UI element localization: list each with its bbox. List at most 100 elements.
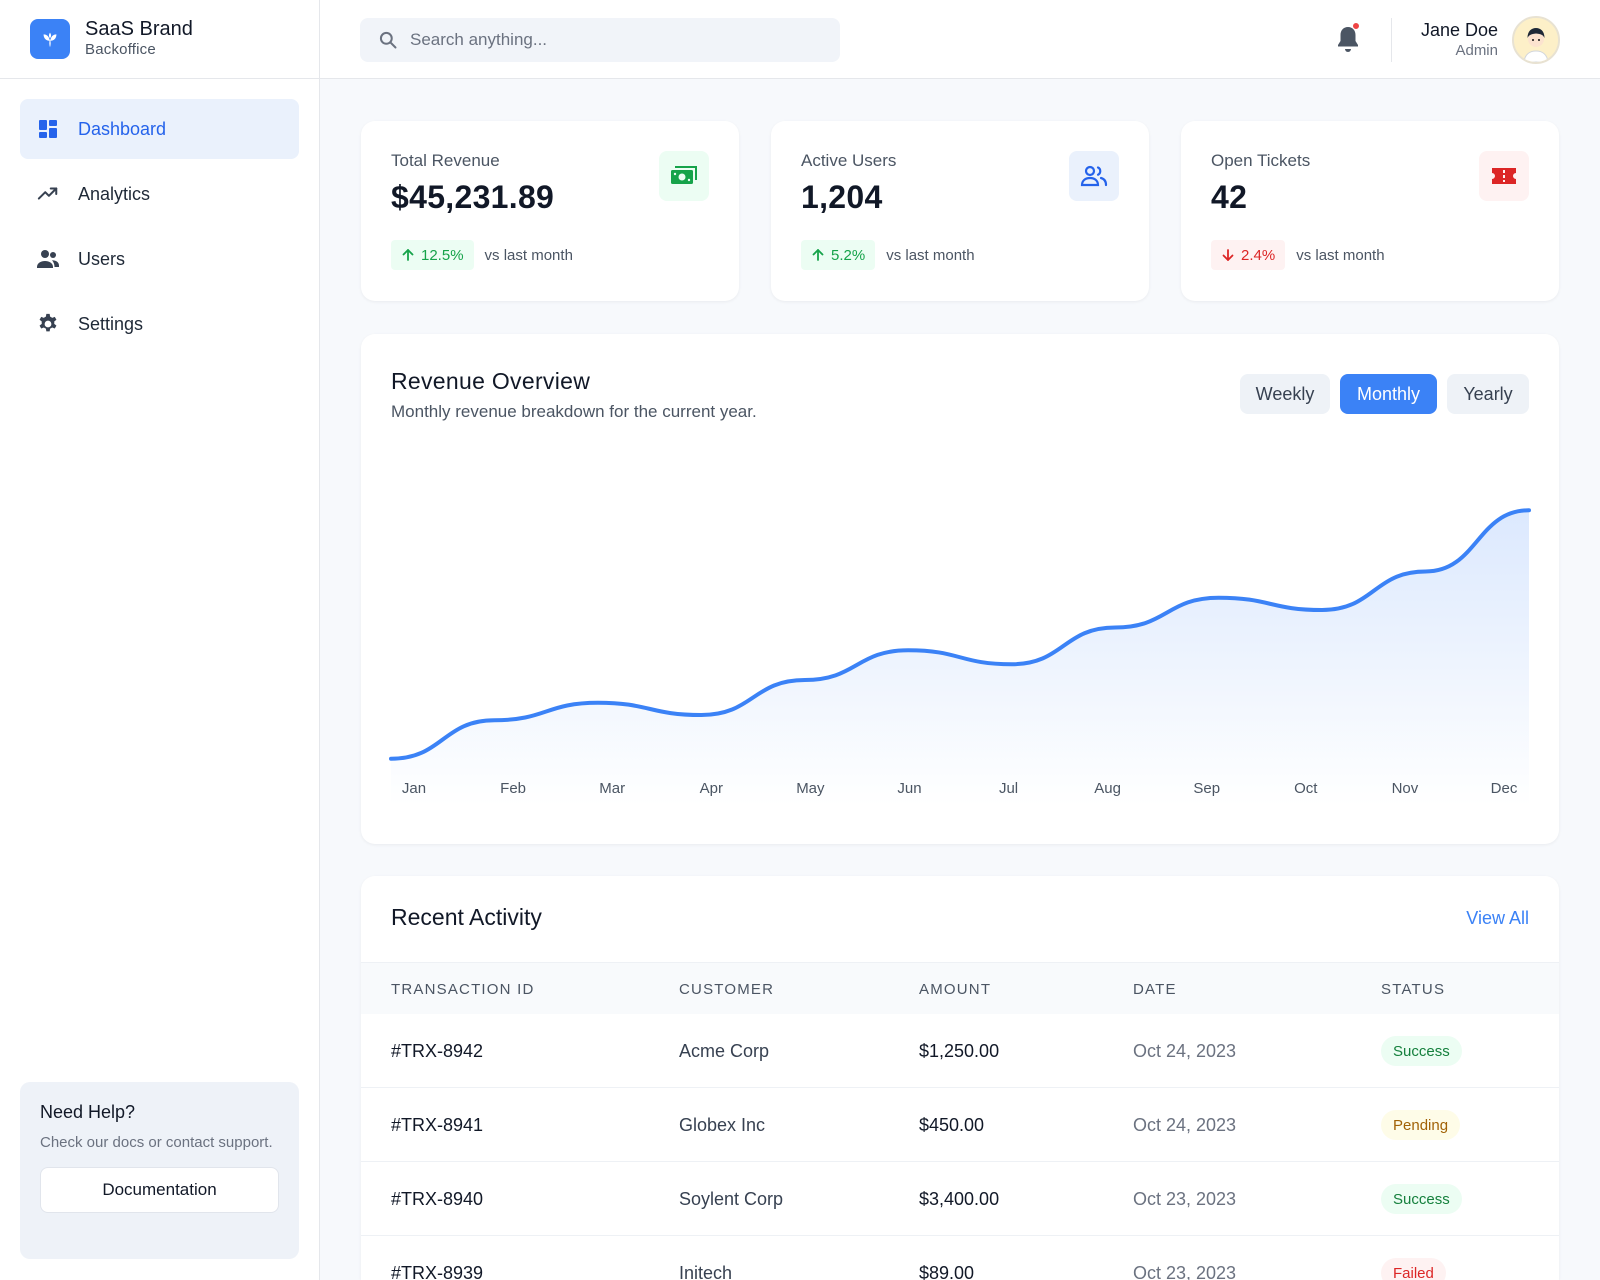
vs-label: vs last month [1296, 246, 1385, 264]
stat-value: 42 [1211, 179, 1248, 215]
dashboard-icon [36, 117, 60, 141]
avatar[interactable] [1512, 16, 1560, 64]
change-badge: 12.5% [391, 240, 474, 270]
period-monthly-button[interactable]: Monthly [1340, 374, 1437, 414]
amount: $450.00 [919, 1115, 985, 1135]
sidebar-item-analytics[interactable]: Analytics [20, 164, 299, 224]
transaction-id: #TRX-8940 [391, 1189, 484, 1209]
status-badge: Success [1381, 1036, 1462, 1066]
date: Oct 24, 2023 [1133, 1115, 1237, 1135]
chart-subtitle: Monthly revenue breakdown for the curren… [391, 402, 757, 421]
users-icon [1069, 151, 1119, 201]
table-row[interactable]: #TRX-8942 Acme Corp $1,250.00 Oct 24, 20… [361, 1014, 1559, 1088]
arrow-up-icon [811, 248, 825, 262]
period-toggle: Weekly Monthly Yearly [1230, 374, 1529, 414]
brand-subtitle: Backoffice [85, 41, 156, 58]
column-header-status[interactable]: STATUS [1381, 981, 1446, 998]
amount: $3,400.00 [919, 1189, 1000, 1209]
stat-title: Open Tickets [1211, 151, 1311, 170]
x-tick-label: Jul [999, 780, 1018, 797]
sidebar-item-dashboard[interactable]: Dashboard [20, 99, 299, 159]
stat-value: $45,231.89 [391, 179, 555, 215]
change-value: 2.4% [1241, 246, 1276, 264]
status-badge: Failed [1381, 1258, 1446, 1280]
change-value: 12.5% [421, 246, 464, 264]
user-name: Jane Doe [1420, 20, 1498, 40]
customer: Initech [679, 1263, 733, 1280]
revenue-area-chart: Jan Feb Mar Apr May Jun Jul Aug Sep Oct Nov Dec [389, 508, 1531, 806]
transaction-id: #TRX-8942 [391, 1041, 484, 1061]
cash-icon [659, 151, 709, 201]
chart-title: Revenue Overview [391, 368, 591, 394]
activity-title: Recent Activity [391, 904, 542, 930]
date: Oct 23, 2023 [1133, 1189, 1237, 1209]
x-tick-label: Mar [599, 780, 625, 797]
change-value: 5.2% [831, 246, 866, 264]
brand: SaaS Brand Backoffice [0, 0, 319, 79]
x-tick-label: Dec [1491, 780, 1518, 797]
sidebar-item-settings[interactable]: Settings [20, 294, 299, 354]
divider [1391, 18, 1392, 62]
column-header-customer[interactable]: CUSTOMER [679, 981, 775, 998]
arrow-up-icon [401, 248, 415, 262]
stat-value: 1,204 [801, 179, 883, 215]
status-badge: Success [1381, 1184, 1462, 1214]
change-badge: 5.2% [801, 240, 876, 270]
stat-card-active-users: Active Users 1,204 5.2% vs last month [771, 121, 1149, 301]
table-row[interactable]: #TRX-8939 Initech $89.00 Oct 23, 2023 Fa… [361, 1236, 1559, 1280]
status-badge: Pending [1381, 1110, 1461, 1140]
user-role: Admin [1455, 42, 1498, 59]
x-tick-label: Oct [1294, 780, 1318, 797]
column-header-transaction-id[interactable]: TRANSACTION ID [391, 981, 535, 998]
arrow-down-icon [1221, 248, 1235, 262]
help-text: Check our docs or contact support. [40, 1134, 273, 1151]
help-box: Need Help? Check our docs or contact sup… [20, 1082, 299, 1259]
sprout-icon [30, 19, 70, 59]
sidebar-item-label: Settings [78, 313, 144, 334]
customer: Soylent Corp [679, 1189, 784, 1209]
date: Oct 24, 2023 [1133, 1041, 1237, 1061]
documentation-button[interactable]: Documentation [40, 1167, 279, 1213]
view-all-link[interactable]: View All [1466, 908, 1529, 928]
vs-label: vs last month [484, 246, 573, 264]
sidebar-item-label: Users [78, 248, 126, 269]
table-row[interactable]: #TRX-8941 Globex Inc $450.00 Oct 24, 202… [361, 1088, 1559, 1162]
search-input[interactable] [410, 30, 810, 50]
transaction-id: #TRX-8939 [391, 1263, 484, 1280]
sidebar-item-label: Dashboard [78, 118, 167, 139]
table-row[interactable]: #TRX-8940 Soylent Corp $3,400.00 Oct 23,… [361, 1162, 1559, 1236]
period-weekly-button[interactable]: Weekly [1240, 374, 1330, 414]
notification-dot [1352, 22, 1360, 30]
table-header: TRANSACTION ID CUSTOMER AMOUNT DATE STAT… [361, 962, 1559, 1014]
stat-title: Total Revenue [391, 151, 500, 170]
stat-card-open-tickets: Open Tickets 42 2.4% vs last month [1181, 121, 1559, 301]
gear-icon [36, 312, 60, 336]
x-tick-label: Nov [1392, 780, 1419, 797]
sidebar-item-users[interactable]: Users [20, 229, 299, 289]
help-title: Need Help? [40, 1102, 136, 1122]
x-tick-label: Apr [700, 780, 723, 797]
search-icon [378, 30, 398, 50]
chart-series-line [389, 508, 1531, 761]
column-header-amount[interactable]: AMOUNT [919, 981, 992, 998]
x-tick-label: Jun [897, 780, 921, 797]
ticket-icon [1479, 151, 1529, 201]
x-axis-ticks: Jan Feb Mar Apr May Jun Jul Aug Sep Oct Nov Dec [402, 780, 1518, 797]
user-menu[interactable]: Jane Doe Admin [1421, 16, 1560, 64]
x-tick-label: Jan [402, 780, 426, 797]
notification-bell-icon[interactable] [1333, 22, 1363, 56]
vs-label: vs last month [886, 246, 975, 264]
x-tick-label: Aug [1094, 780, 1121, 797]
x-tick-label: Sep [1193, 780, 1220, 797]
transaction-id: #TRX-8941 [391, 1115, 484, 1135]
sidebar-item-label: Analytics [78, 183, 151, 204]
customer: Globex Inc [679, 1115, 766, 1135]
customer: Acme Corp [679, 1041, 770, 1061]
amount: $1,250.00 [919, 1041, 1000, 1061]
topbar: Jane Doe Admin [320, 0, 1600, 79]
x-tick-label: Feb [500, 780, 526, 797]
period-yearly-button[interactable]: Yearly [1447, 374, 1529, 414]
brand-name: SaaS Brand [85, 18, 193, 40]
stat-card-total-revenue: Total Revenue $45,231.89 12.5% vs last m… [361, 121, 739, 301]
column-header-date[interactable]: DATE [1133, 981, 1177, 998]
